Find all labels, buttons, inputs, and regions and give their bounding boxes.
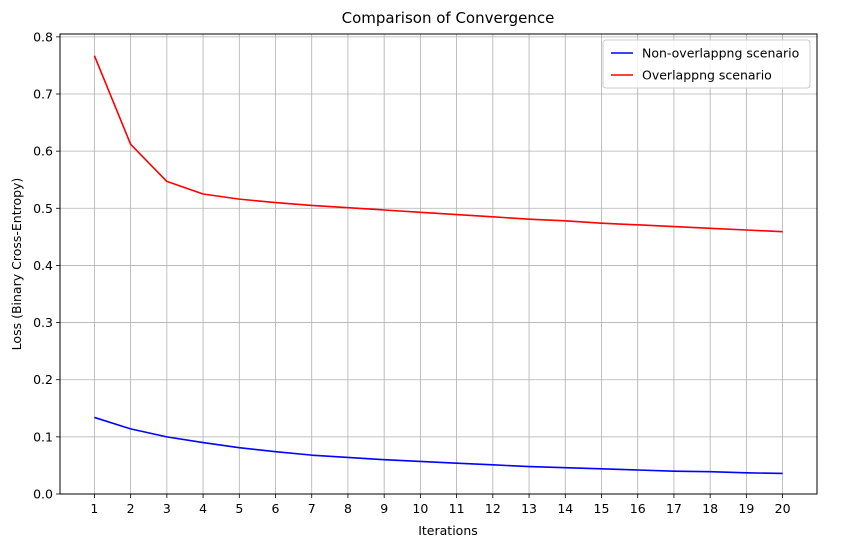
x-tick-label: 4 [199,501,207,516]
x-tick-label: 17 [666,501,682,516]
series-lines [93,55,783,475]
y-tick-label: 0.4 [33,258,53,273]
y-axis-label: Loss (Binary Cross-Entropy) [9,178,24,351]
x-tick-label: 5 [235,501,243,516]
x-tick-label: 16 [630,501,646,516]
x-tick-label: 7 [308,501,316,516]
x-tick-label: 3 [163,501,171,516]
y-tick-label: 0.7 [33,87,53,102]
legend: Non-overlappng scenario Overlappng scenar… [602,39,811,89]
x-tick-label: 12 [485,501,501,516]
chart-title: Comparison of Convergence [342,9,555,27]
x-tick-label: 18 [702,501,718,516]
x-tick-label: 6 [272,501,280,516]
plot-frame [59,33,818,495]
x-tick-label: 2 [127,501,135,516]
legend-label: Non-overlappng scenario [642,46,799,61]
y-tick-label: 0.0 [33,487,53,502]
x-axis-label: Iterations [418,523,478,538]
x-tick-label: 10 [412,501,428,516]
x-tick-label: 13 [521,501,537,516]
x-tick-label: 9 [380,501,388,516]
x-tick-label: 20 [775,501,791,516]
x-tick-label: 14 [557,501,573,516]
legend-label: Overlappng scenario [642,68,772,83]
y-tick-label: 0.8 [33,29,53,44]
x-tick-label: 8 [344,501,352,516]
y-tick-label: 0.3 [33,315,53,330]
x-tick-label: 1 [90,501,98,516]
x-tick-label: 15 [594,501,610,516]
y-tick-label: 0.6 [33,144,53,159]
grid-lines [60,34,817,495]
y-axis-ticks: 0.0 0.1 0.2 0.3 0.4 0.5 0.6 0.7 0.8 [33,29,60,502]
x-tick-label: 19 [738,501,754,516]
x-axis-ticks: 1 2 3 4 5 6 7 8 9 10 11 12 13 14 15 16 17 18 19 20 [90,494,791,516]
y-tick-label: 0.1 [33,429,53,444]
series-line-2 [93,55,783,233]
x-tick-label: 11 [449,501,465,516]
series-line-1 [94,416,783,475]
y-tick-label: 0.2 [33,372,53,387]
legend-box [602,39,811,89]
y-tick-label: 0.5 [33,201,53,216]
